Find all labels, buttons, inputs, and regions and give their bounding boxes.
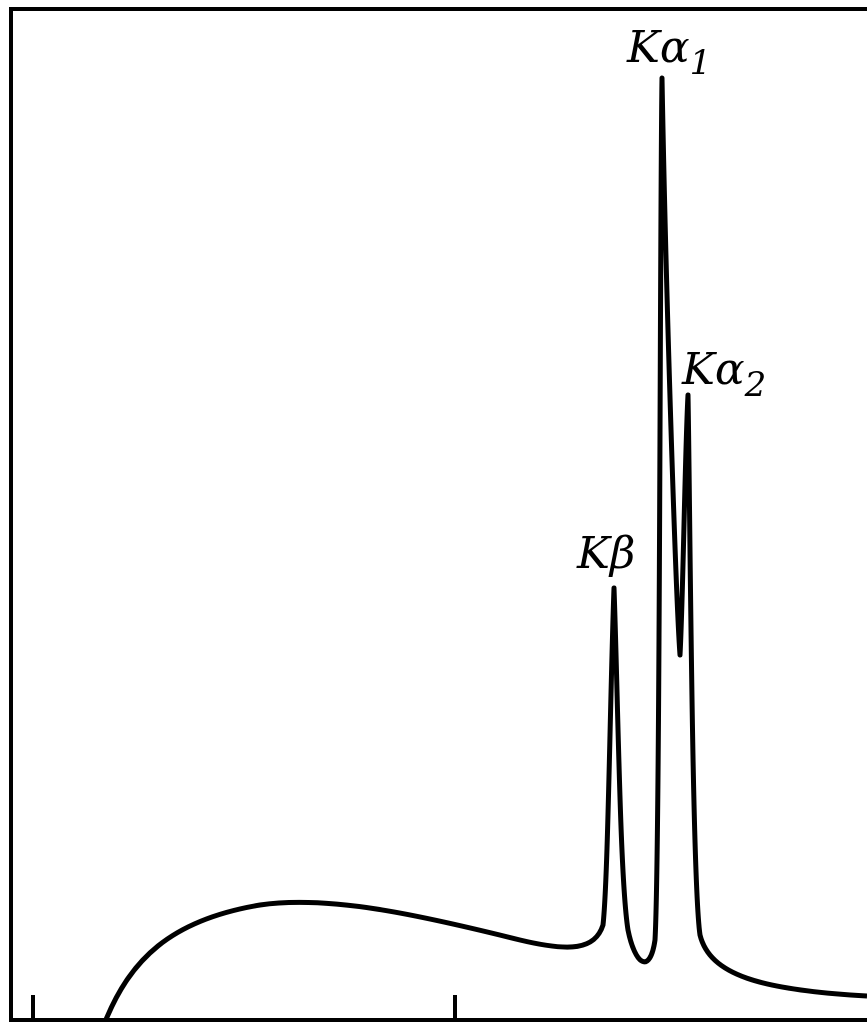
frame <box>9 7 867 1022</box>
label-text: Kα <box>626 22 690 73</box>
peak-label: Kβ <box>576 528 635 579</box>
label-subscript: 1 <box>690 43 712 83</box>
label-subscript: 2 <box>744 365 767 405</box>
spectrum-curve <box>102 75 867 1022</box>
peak-label: Kα1 <box>626 22 711 83</box>
label-text: Kα <box>681 344 745 395</box>
peak-label: Kα2 <box>681 344 766 405</box>
